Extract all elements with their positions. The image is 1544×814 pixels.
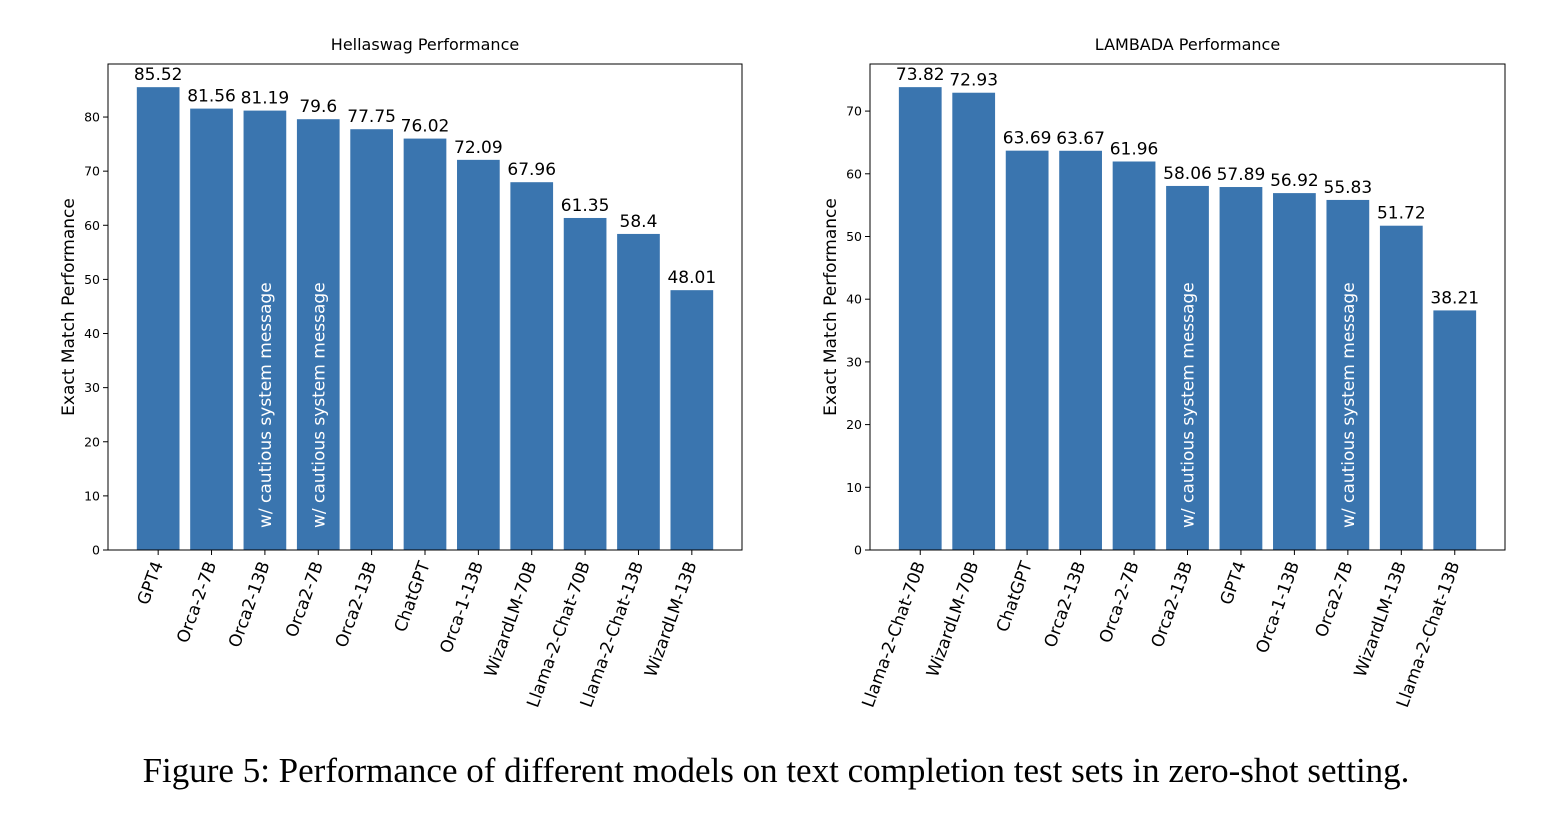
chart: Hellaswag Performance Exact Match Perform…	[59, 35, 743, 710]
x-tick-label: ChatGPT	[391, 558, 435, 635]
value-label: 81.19	[241, 89, 290, 109]
plot-frame	[869, 63, 1506, 551]
y-tick-label: 80	[84, 110, 100, 125]
value-label: 51.72	[1377, 204, 1426, 224]
caption: Figure 5: Performance of different model…	[143, 751, 1410, 790]
x-tick-label: Orca-1-13B	[436, 559, 488, 656]
value-label: 57.89	[1217, 165, 1266, 185]
x-tick-label: Orca2-7B	[282, 559, 328, 640]
value-label: 73.82	[896, 65, 945, 85]
y-tick-label: 50	[846, 229, 862, 244]
plot-frame	[107, 63, 743, 551]
annotation: w/ cautious system message	[1339, 282, 1359, 528]
x-tick-label: Orca-2-7B	[1096, 559, 1144, 646]
x-tick-label: Llama-2-Chat-70B	[859, 559, 930, 710]
x-tick-label: GPT4	[1217, 559, 1251, 608]
bar	[1166, 185, 1209, 550]
x-tick-label: GPT4	[134, 559, 168, 608]
y-tick-label: 60	[846, 166, 862, 181]
x-tick-label: Orca-2-7B	[173, 559, 221, 646]
bar	[1273, 193, 1316, 550]
y-tick-label: 70	[846, 104, 862, 119]
bar	[136, 87, 180, 550]
x-tick-label: Orca2-13B	[1148, 559, 1198, 650]
y-tick-label: 30	[84, 380, 100, 395]
x-tick-label: WizardLM-70B	[481, 559, 541, 680]
x-tick-label: ChatGPT	[993, 558, 1037, 635]
chart-title: LAMBADA Performance	[1095, 35, 1280, 54]
y-tick-label: 10	[846, 480, 862, 495]
y-tick-label: 50	[84, 272, 100, 287]
bar	[1219, 187, 1263, 550]
value-label: 79.6	[299, 97, 337, 117]
bar	[1326, 199, 1370, 550]
x-tick-label: WizardLM-13B	[1351, 559, 1411, 680]
bar	[510, 182, 554, 550]
value-label: 76.02	[401, 117, 450, 137]
value-label: 38.21	[1430, 288, 1479, 308]
annotation: w/ cautious system message	[256, 282, 276, 528]
value-label: 67.96	[507, 160, 556, 180]
x-tick-label: WizardLM-13B	[641, 559, 701, 680]
bar	[350, 129, 393, 551]
value-label: 72.09	[454, 138, 503, 158]
value-label: 85.52	[134, 65, 183, 85]
y-tick-label: 10	[84, 488, 100, 503]
bar	[1112, 161, 1156, 550]
x-tick-label: WizardLM-70B	[923, 559, 983, 680]
value-label: 61.96	[1110, 140, 1159, 160]
value-label: 72.93	[949, 71, 998, 91]
x-tick-label: Orca2-13B	[225, 559, 275, 650]
value-label: 55.83	[1324, 178, 1373, 198]
value-label: 58.06	[1163, 164, 1212, 184]
y-tick-label: 20	[846, 417, 862, 432]
value-label: 58.4	[620, 212, 658, 232]
annotation: w/ cautious system message	[1179, 282, 1199, 528]
bar	[403, 138, 447, 550]
bar	[952, 92, 996, 551]
bar	[1005, 150, 1049, 550]
value-label: 56.92	[1270, 171, 1319, 191]
bar	[670, 290, 714, 550]
value-label: 61.35	[561, 196, 610, 216]
y-axis-label: Exact Match Performance	[821, 198, 841, 416]
y-tick-label: 70	[84, 164, 100, 179]
bar	[296, 119, 340, 551]
y-tick-label: 30	[846, 354, 862, 369]
bar	[243, 110, 287, 551]
x-tick-label: Orca2-13B	[1041, 559, 1091, 650]
y-tick-label: 20	[84, 434, 100, 449]
value-label: 63.67	[1056, 129, 1105, 149]
chart: LAMBADA Performance Exact Match Performan…	[821, 35, 1506, 710]
value-label: 48.01	[667, 268, 716, 288]
bar	[190, 108, 233, 551]
bar	[563, 217, 607, 550]
y-tick-label: 0	[854, 543, 862, 558]
bar	[457, 159, 500, 551]
value-label: 81.56	[187, 87, 236, 107]
x-tick-label: Orca2-13B	[332, 559, 382, 650]
bar	[617, 233, 660, 551]
y-tick-label: 0	[92, 543, 100, 558]
bar	[1059, 150, 1102, 550]
value-label: 63.69	[1003, 129, 1052, 149]
x-tick-label: Orca2-7B	[1312, 559, 1358, 640]
bar	[898, 87, 942, 550]
x-tick-label: Orca-1-13B	[1252, 559, 1304, 656]
y-tick-label: 40	[84, 326, 100, 341]
chart-title: Hellaswag Performance	[331, 35, 519, 54]
y-tick-label: 60	[84, 218, 100, 233]
y-tick-label: 40	[846, 292, 862, 307]
y-axis-label: Exact Match Performance	[59, 198, 79, 416]
annotation: w/ cautious system message	[309, 282, 329, 528]
bar	[1379, 225, 1423, 550]
value-label: 77.75	[347, 107, 396, 127]
bar	[1433, 310, 1477, 550]
